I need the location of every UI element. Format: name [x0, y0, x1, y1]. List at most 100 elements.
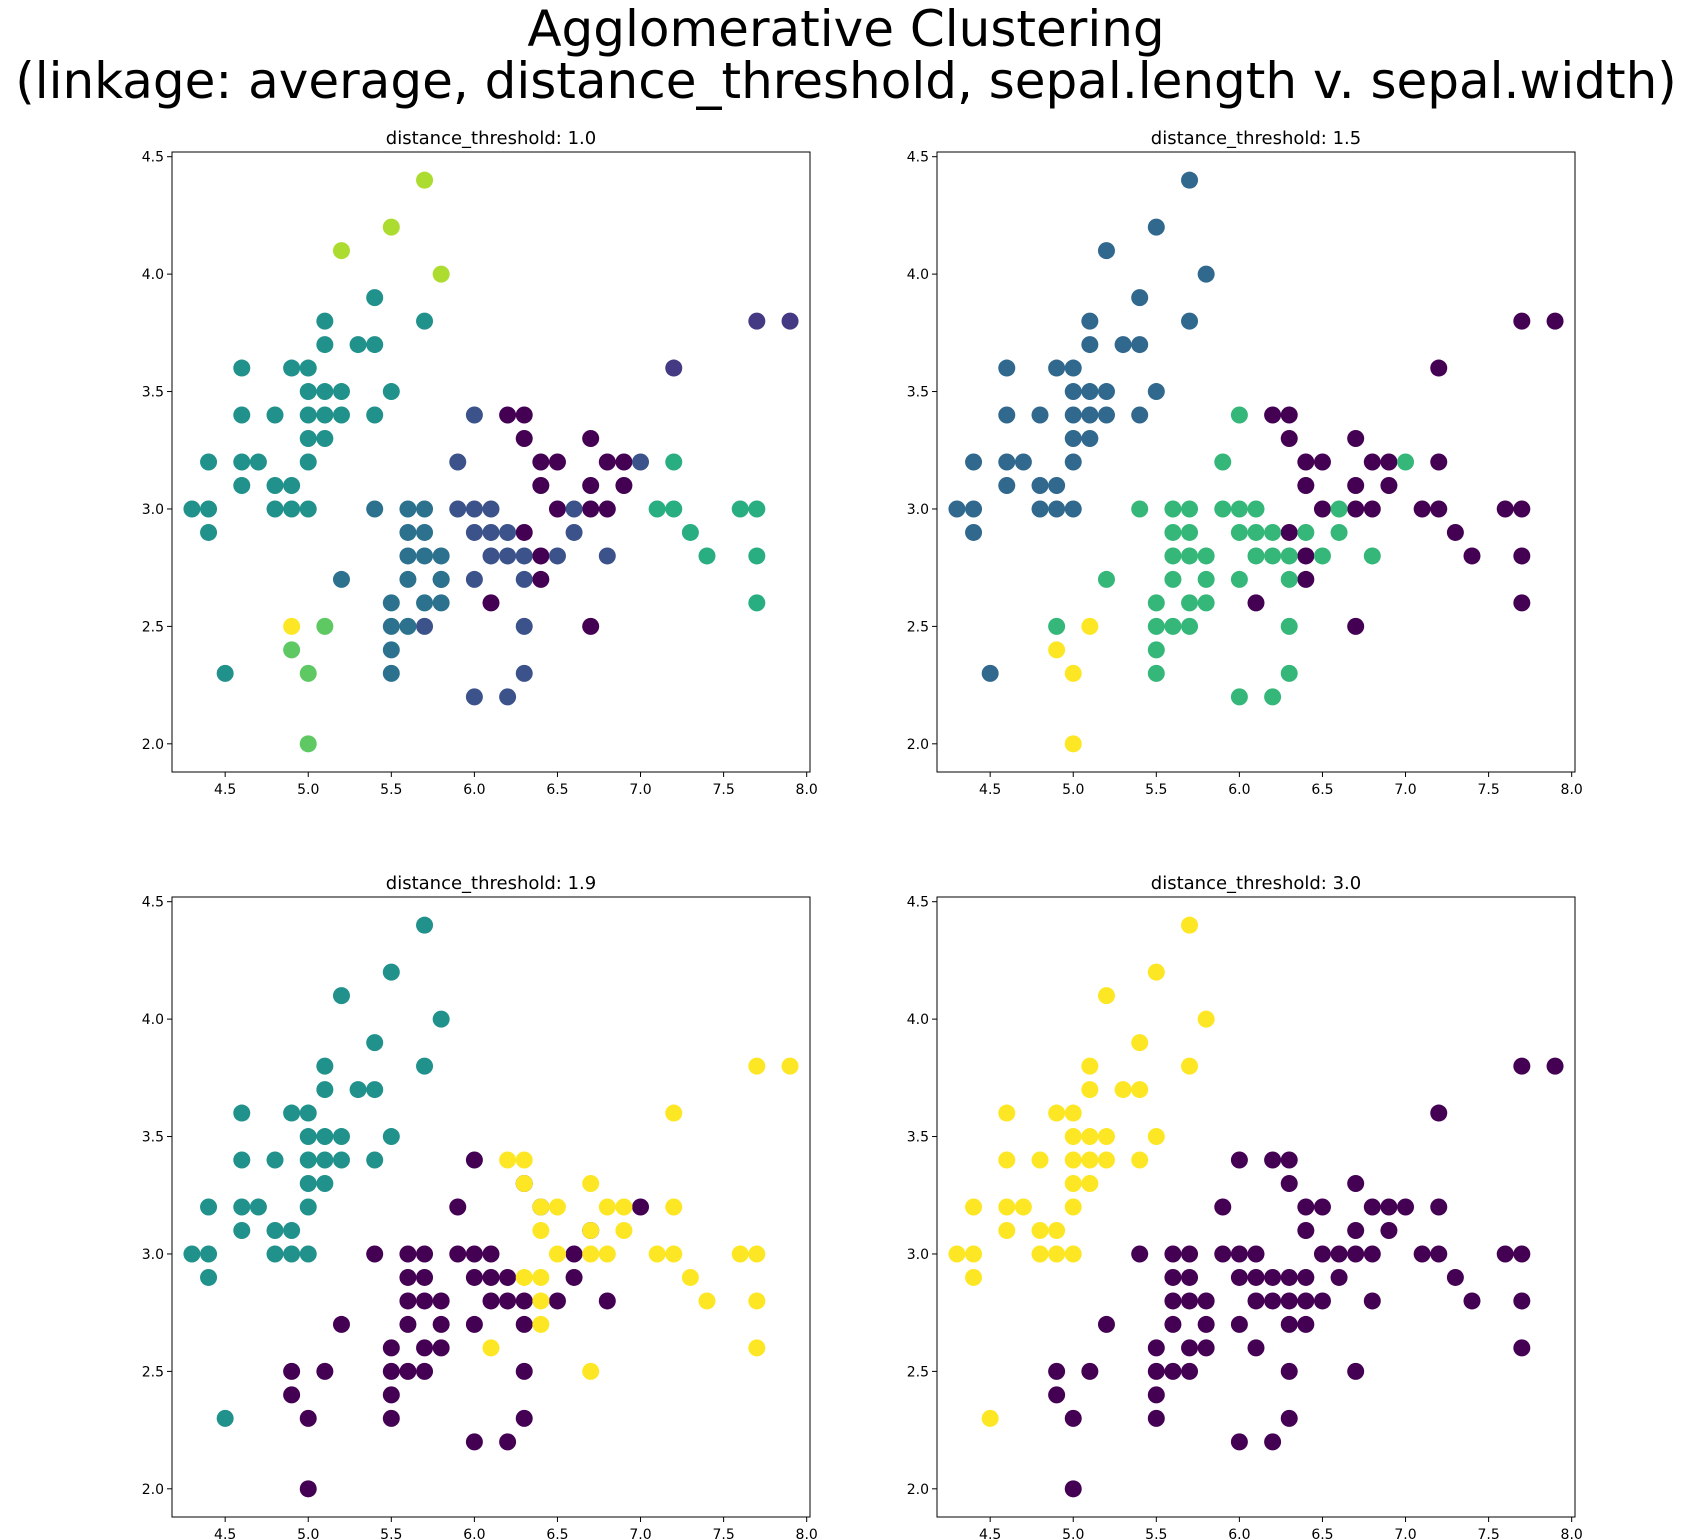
y-tick-label: 3.5 — [907, 385, 929, 401]
data-point — [1181, 594, 1199, 612]
x-tick-label: 7.0 — [1394, 782, 1416, 798]
data-point — [1048, 1362, 1066, 1380]
data-point — [1280, 1409, 1298, 1427]
x-tick-label: 7.0 — [629, 1527, 651, 1539]
data-point — [532, 476, 550, 494]
data-point — [183, 1245, 201, 1263]
data-point — [1147, 218, 1165, 236]
data-point — [632, 453, 650, 471]
data-point — [1131, 336, 1149, 354]
y-tick-label: 3.5 — [142, 385, 164, 401]
data-point — [1031, 406, 1049, 424]
data-point — [1064, 1409, 1082, 1427]
data-point — [648, 500, 666, 518]
data-point — [582, 430, 600, 448]
data-point — [1230, 1245, 1248, 1263]
data-point — [1064, 664, 1082, 682]
data-point — [1446, 1268, 1464, 1286]
x-tick-label: 5.5 — [1145, 782, 1167, 798]
data-point — [1048, 359, 1066, 377]
data-point — [382, 1339, 400, 1357]
data-point — [349, 1081, 367, 1099]
data-point — [316, 1151, 334, 1169]
data-point — [465, 406, 483, 424]
data-point — [781, 1057, 799, 1075]
data-point — [1064, 1245, 1082, 1263]
data-point — [299, 735, 317, 753]
data-point — [1264, 1292, 1282, 1310]
data-point — [1264, 1268, 1282, 1286]
data-point — [1048, 476, 1066, 494]
data-point — [332, 406, 350, 424]
data-point — [416, 594, 434, 612]
data-point — [1181, 1339, 1199, 1357]
data-point — [1147, 664, 1165, 682]
data-point — [1247, 1245, 1265, 1263]
data-point — [382, 383, 400, 401]
x-tick-label: 7.5 — [1477, 782, 1499, 798]
data-point — [299, 453, 317, 471]
data-point — [366, 1245, 384, 1263]
data-point — [1297, 476, 1315, 494]
data-point — [1347, 476, 1365, 494]
data-point — [382, 218, 400, 236]
data-point — [249, 1198, 267, 1216]
data-point — [399, 1292, 417, 1310]
data-point — [1363, 500, 1381, 518]
data-point — [1230, 406, 1248, 424]
data-point — [1230, 570, 1248, 588]
data-point — [316, 336, 334, 354]
x-tick-label: 4.5 — [214, 782, 236, 798]
data-point — [1297, 523, 1315, 541]
data-point — [598, 500, 616, 518]
data-point — [482, 523, 500, 541]
data-point — [465, 1245, 483, 1263]
data-point — [299, 406, 317, 424]
data-point — [1214, 1198, 1232, 1216]
data-point — [1264, 1151, 1282, 1169]
data-point — [200, 500, 218, 518]
data-point — [432, 570, 450, 588]
data-point — [416, 1245, 434, 1263]
data-point — [1064, 406, 1082, 424]
data-point — [299, 1480, 317, 1498]
subplot-1: distance_threshold: 1.0 4.5 5.0 5.5 6.0 6.5 7.… — [142, 128, 818, 798]
data-point — [515, 664, 533, 682]
data-point — [1230, 1315, 1248, 1333]
data-point — [316, 1362, 334, 1380]
data-point — [1197, 1010, 1215, 1028]
data-point — [332, 1128, 350, 1146]
data-point — [316, 1057, 334, 1075]
data-point — [416, 171, 434, 189]
data-point — [665, 1198, 683, 1216]
data-point — [532, 1198, 550, 1216]
data-point — [1097, 570, 1115, 588]
data-point — [1413, 500, 1431, 518]
data-point — [1230, 1433, 1248, 1451]
data-point — [565, 1245, 583, 1263]
data-point — [1363, 1292, 1381, 1310]
data-point — [1363, 1198, 1381, 1216]
data-point — [582, 1175, 600, 1193]
data-point — [1081, 430, 1099, 448]
figure-title-line2: (linkage: average, distance_threshold, s… — [15, 52, 1677, 110]
data-point — [1081, 1362, 1099, 1380]
data-point — [216, 1409, 234, 1427]
data-point — [615, 453, 633, 471]
data-point — [1247, 1268, 1265, 1286]
data-point — [1397, 1198, 1415, 1216]
data-point — [399, 570, 417, 588]
data-point — [1197, 1315, 1215, 1333]
data-point — [965, 1245, 983, 1263]
data-point — [1064, 735, 1082, 753]
data-point — [1280, 1175, 1298, 1193]
data-point — [1230, 1268, 1248, 1286]
data-point — [1247, 594, 1265, 612]
data-point — [1230, 500, 1248, 518]
data-point — [416, 312, 434, 330]
data-point — [1347, 1175, 1365, 1193]
data-point — [1297, 1198, 1315, 1216]
y-tick-label: 4.0 — [142, 1012, 164, 1028]
data-point — [515, 617, 533, 635]
data-point — [316, 617, 334, 635]
